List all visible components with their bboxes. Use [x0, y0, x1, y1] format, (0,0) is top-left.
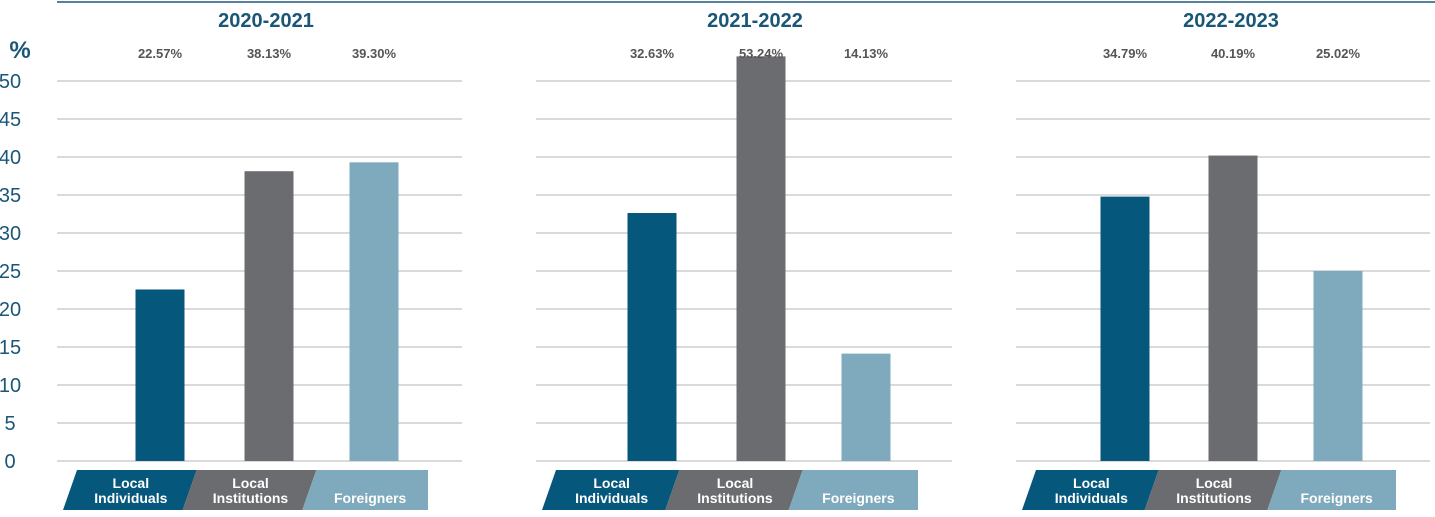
- bar: [1313, 270, 1363, 461]
- bar: [244, 171, 294, 461]
- category-tab: [63, 470, 197, 510]
- bar-value-label: 34.79%: [1103, 46, 1148, 61]
- bar: [1100, 196, 1150, 461]
- y-tick-label: 35: [0, 185, 21, 207]
- bar-value-label: 39.30%: [352, 46, 397, 61]
- bar-value-label: 38.13%: [247, 46, 292, 61]
- category-label-line2: Foreigners: [334, 490, 407, 506]
- category-tab: [182, 470, 317, 510]
- bar: [349, 162, 399, 461]
- category-tab: [665, 470, 803, 510]
- category-label-line1: Local: [232, 475, 269, 491]
- y-axis-unit-label: %: [9, 37, 30, 64]
- y-tick-label: 50: [0, 71, 21, 93]
- y-tick-label: 20: [0, 299, 21, 321]
- category-label-line2: Institutions: [213, 490, 289, 506]
- bar-value-label: 14.13%: [844, 46, 889, 61]
- category-label-line1: Local: [593, 475, 630, 491]
- y-tick-label: 30: [0, 223, 21, 245]
- category-label-line2: Individuals: [575, 490, 648, 506]
- category-label-line2: Institutions: [697, 490, 773, 506]
- panel-title: 2020-2021: [218, 10, 314, 32]
- y-tick-label: 25: [0, 261, 21, 283]
- y-tick-label: 40: [0, 147, 21, 169]
- category-tab: [302, 470, 428, 510]
- category-label-line2: Foreigners: [1300, 490, 1373, 506]
- category-label-line2: Institutions: [1176, 490, 1252, 506]
- bar-value-label: 40.19%: [1211, 46, 1256, 61]
- bar: [1208, 155, 1258, 461]
- category-tab: [788, 470, 918, 510]
- y-tick-label: 45: [0, 109, 21, 131]
- bar-value-label: 32.63%: [630, 46, 675, 61]
- y-tick-label: 0: [4, 451, 15, 473]
- bar: [841, 353, 891, 461]
- y-tick-label: 5: [4, 413, 15, 435]
- category-tab: [1022, 470, 1159, 510]
- bar: [627, 213, 677, 461]
- category-tab: [1267, 470, 1396, 510]
- category-label-line1: Local: [717, 475, 754, 491]
- bar-value-label: 53.24%: [739, 46, 784, 61]
- category-tab: [1144, 470, 1282, 510]
- y-tick-label: 15: [0, 337, 21, 359]
- bar-value-label: 22.57%: [138, 46, 183, 61]
- category-label-line2: Individuals: [1055, 490, 1128, 506]
- panel-title: 2022-2023: [1183, 10, 1279, 32]
- category-label-line1: Local: [113, 475, 150, 491]
- category-label-line1: Local: [1073, 475, 1110, 491]
- category-label-line1: Local: [1196, 475, 1233, 491]
- bar-value-label: 25.02%: [1316, 46, 1361, 61]
- panel-title: 2021-2022: [707, 10, 803, 32]
- bar: [135, 289, 185, 461]
- category-label-line2: Foreigners: [822, 490, 895, 506]
- category-tab: [542, 470, 680, 510]
- bar: [736, 56, 786, 461]
- category-label-line2: Individuals: [94, 490, 167, 506]
- y-tick-label: 10: [0, 375, 21, 397]
